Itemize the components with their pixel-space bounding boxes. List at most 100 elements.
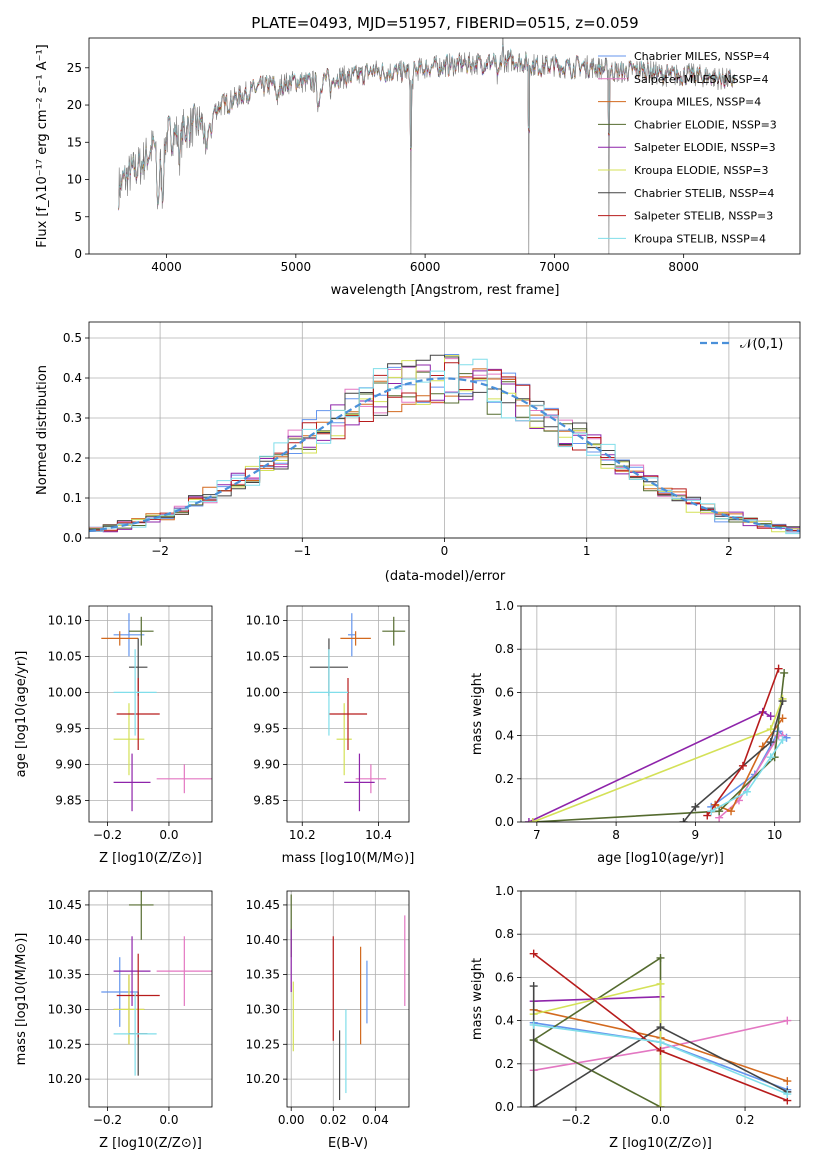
x-tick-label: 1 bbox=[583, 544, 591, 558]
y-tick-label: 0.0 bbox=[495, 1100, 514, 1114]
weight-point-marker bbox=[524, 818, 533, 822]
y-tick-label: 0.1 bbox=[63, 491, 82, 505]
legend-label: Chabrier MILES, NSSP=4 bbox=[634, 50, 770, 63]
axes-frame bbox=[520, 605, 801, 823]
x-tick-label: −2 bbox=[151, 544, 169, 558]
weight-point-marker bbox=[738, 761, 747, 770]
y-tick-label: 15 bbox=[67, 135, 82, 149]
x-tick-label: 7000 bbox=[539, 260, 570, 274]
weight-point-marker bbox=[529, 1020, 538, 1029]
y-tick-label: 9.85 bbox=[55, 793, 82, 807]
weight-point-marker bbox=[529, 982, 538, 991]
weight-point-marker bbox=[656, 953, 665, 962]
y-tick-label: 0.3 bbox=[63, 411, 82, 425]
y-tick-label: 10.00 bbox=[48, 685, 82, 699]
plot-area bbox=[89, 354, 800, 535]
y-tick-label: 10.25 bbox=[48, 1037, 82, 1051]
weight-point-marker bbox=[691, 802, 700, 811]
x-tick-label: 0.0 bbox=[159, 1113, 178, 1127]
axes-frame bbox=[88, 605, 213, 823]
weight-point-marker bbox=[783, 1077, 792, 1086]
y-tick-label: 10.10 bbox=[48, 613, 82, 627]
weight-point-marker bbox=[703, 811, 712, 820]
y-tick-label: 10.35 bbox=[246, 968, 280, 982]
plot-area bbox=[524, 664, 791, 822]
y-tick-label: 0.2 bbox=[495, 772, 514, 786]
weight-point-marker bbox=[656, 1046, 665, 1055]
plot-area bbox=[290, 894, 406, 1101]
y-tick-label: 10.30 bbox=[246, 1002, 280, 1016]
weight-z-axes bbox=[517, 890, 801, 1111]
legend-label: Chabrier STELIB, NSSP=4 bbox=[634, 187, 774, 200]
x-axis-label: age [log10(age/yr)] bbox=[597, 851, 724, 866]
weight-point-marker bbox=[529, 949, 538, 958]
y-tick-label: 0.2 bbox=[63, 451, 82, 465]
weight-point-marker bbox=[656, 1103, 665, 1107]
weight-point-marker bbox=[707, 807, 716, 816]
weight-point-marker bbox=[656, 979, 665, 988]
x-tick-label: 0 bbox=[441, 544, 449, 558]
y-tick-label: 25 bbox=[67, 61, 82, 75]
y-tick-label: 10.25 bbox=[246, 1037, 280, 1051]
x-tick-label: 5000 bbox=[281, 260, 312, 274]
weight-point-marker bbox=[766, 725, 775, 734]
x-tick-label: 0.02 bbox=[320, 1113, 347, 1127]
legend-label: Kroupa ELODIE, NSSP=3 bbox=[634, 164, 768, 177]
weight-point-marker bbox=[780, 668, 789, 677]
x-tick-label: 9 bbox=[692, 828, 700, 842]
x-tick-label: 10.2 bbox=[289, 828, 316, 842]
weight-point-marker bbox=[766, 712, 775, 721]
axes-frame bbox=[88, 37, 801, 255]
y-tick-label: 1.0 bbox=[495, 884, 514, 898]
axes-frame bbox=[286, 890, 410, 1108]
x-tick-label: 0.0 bbox=[651, 1113, 670, 1127]
residual-histogram bbox=[89, 362, 800, 531]
y-tick-label: 0 bbox=[74, 247, 82, 261]
plot-area bbox=[529, 949, 792, 1107]
x-tick-label: 4000 bbox=[151, 260, 182, 274]
age-mass-axes bbox=[283, 605, 410, 826]
weight-point-marker bbox=[783, 1090, 792, 1099]
figure-title: PLATE=0493, MJD=51957, FIBERID=0515, z=0… bbox=[251, 14, 638, 32]
weight-series-line bbox=[710, 739, 784, 812]
plot-area bbox=[118, 38, 736, 254]
y-tick-label: 10.05 bbox=[48, 649, 82, 663]
weight-point-marker bbox=[774, 664, 783, 673]
y-tick-label: 10.30 bbox=[48, 1002, 82, 1016]
y-tick-label: 0.4 bbox=[495, 1014, 514, 1028]
residual-histogram bbox=[89, 354, 800, 530]
weight-age-axes bbox=[517, 605, 801, 826]
plot-area bbox=[101, 891, 212, 1076]
y-tick-label: 10.45 bbox=[48, 898, 82, 912]
x-tick-label: 8 bbox=[612, 828, 620, 842]
weight-point-marker bbox=[766, 738, 775, 747]
y-tick-label: 10.00 bbox=[246, 685, 280, 699]
y-tick-label: 0.2 bbox=[495, 1057, 514, 1071]
legend-label: 𝒩(0,1) bbox=[740, 337, 783, 352]
x-tick-label: 6000 bbox=[410, 260, 441, 274]
spectrum-axes bbox=[85, 37, 801, 258]
y-tick-label: 10.45 bbox=[246, 898, 280, 912]
x-tick-label: 0.04 bbox=[362, 1113, 389, 1127]
x-tick-label: −0.2 bbox=[93, 828, 122, 842]
plot-area bbox=[309, 613, 406, 812]
plot-area bbox=[101, 613, 212, 812]
weight-point-marker bbox=[766, 753, 775, 762]
x-tick-label: 2 bbox=[725, 544, 733, 558]
axes-frame bbox=[286, 605, 410, 823]
legend-label: Salpeter ELODIE, NSSP=3 bbox=[634, 141, 776, 154]
x-tick-label: −0.2 bbox=[93, 1113, 122, 1127]
y-tick-label: 10.05 bbox=[246, 649, 280, 663]
x-tick-label: 0.2 bbox=[735, 1113, 754, 1127]
y-tick-label: 10.20 bbox=[48, 1072, 82, 1086]
x-tick-label: 7 bbox=[533, 828, 541, 842]
weight-point-marker bbox=[778, 714, 787, 723]
axes-frame bbox=[88, 890, 213, 1108]
y-tick-label: 1.0 bbox=[495, 599, 514, 613]
y-axis-label: Flux [f_λ10⁻¹⁷ erg cm⁻² s⁻¹ A⁻¹] bbox=[35, 44, 50, 248]
legend-label: Chabrier ELODIE, NSSP=3 bbox=[634, 118, 777, 131]
age-z-axes bbox=[85, 605, 213, 826]
x-tick-label: 10 bbox=[767, 828, 782, 842]
y-axis-label: mass weight bbox=[470, 958, 485, 1040]
y-tick-label: 5 bbox=[74, 210, 82, 224]
